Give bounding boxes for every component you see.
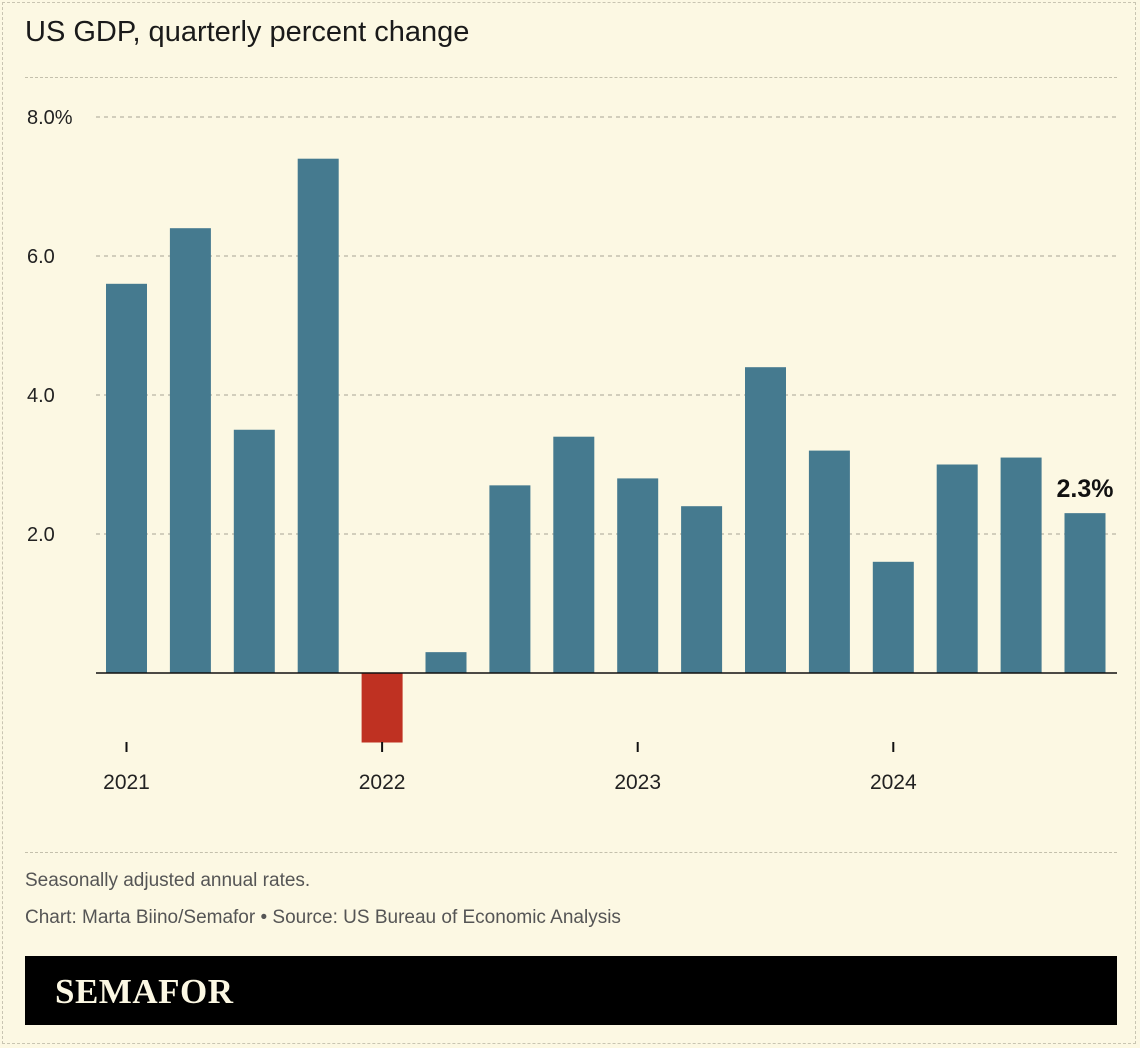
bar [169,228,211,673]
bar [297,158,339,673]
semafor-logo[interactable]: SEMAFOR [55,972,234,1011]
bar [1064,513,1106,673]
bar [808,450,850,673]
x-tick-label: 2022 [359,771,406,794]
y-tick-label: 2.0 [27,524,55,546]
bar [872,561,914,673]
y-tick-label: 8.0% [27,107,73,129]
chart-title: US GDP, quarterly percent change [25,16,470,48]
bar [489,485,531,673]
bar [681,506,723,673]
brand-bar: SEMAFOR [25,956,1117,1025]
bar [106,283,147,673]
bar [553,436,595,673]
data-label: 2.3% [1057,475,1114,503]
x-tick-label: 2021 [103,771,150,794]
bar [1000,457,1042,673]
bar-negative [361,673,403,743]
x-tick-label: 2024 [870,771,917,794]
bar [233,429,275,673]
y-tick-label: 4.0 [27,385,55,407]
bar [617,478,659,673]
chart-source-note: Chart: Marta Biino/Semafor • Source: US … [25,907,621,928]
bar [936,464,978,673]
bottom-divider [25,852,1117,853]
top-divider [25,77,1117,78]
y-tick-label: 6.0 [27,246,55,268]
bar-chart: 2.0 4.0 6.0 8.0% 2021 2022 2023 2024 2.3% [27,107,1117,794]
x-tick-label: 2023 [614,771,661,794]
bar [425,652,467,673]
bar [745,367,786,673]
chart-subtitle-note: Seasonally adjusted annual rates. [25,870,311,891]
